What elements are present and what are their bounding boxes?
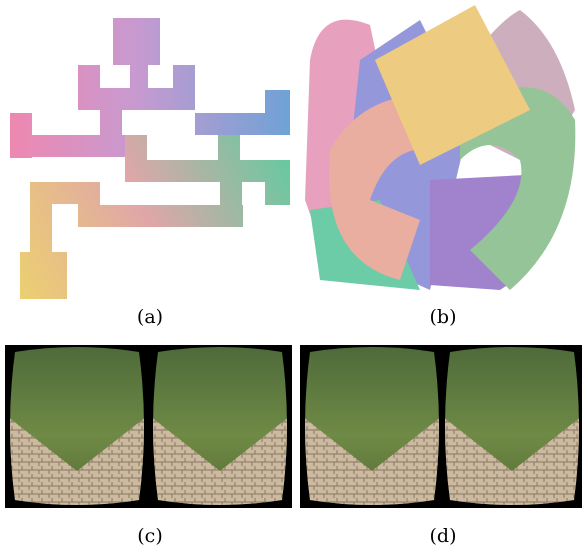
panel-label: (a) <box>137 306 163 328</box>
shapes <box>305 5 575 290</box>
stereo-d <box>300 345 582 508</box>
panel-label: (b) <box>430 306 457 328</box>
maze-lower <box>20 135 290 299</box>
panel-label: (d) <box>430 525 457 547</box>
maze <box>10 18 290 158</box>
panel-label: (c) <box>137 525 162 547</box>
figure: (a) (b) (c) (d) <box>0 0 585 550</box>
stereo-c <box>5 345 292 508</box>
